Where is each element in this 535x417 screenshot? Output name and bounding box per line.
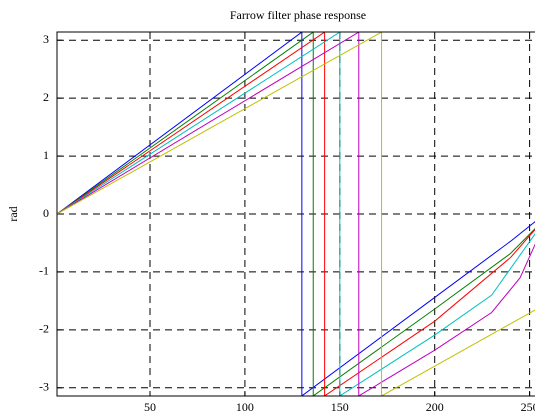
- x-tick-label: 100: [236, 400, 254, 414]
- chart-title: Farrow filter phase response: [230, 8, 366, 22]
- series-line: [57, 32, 535, 396]
- series-line: [57, 32, 535, 396]
- y-tick-label: 1: [43, 148, 49, 162]
- y-tick-label: -2: [39, 322, 49, 336]
- plot-lines: [57, 32, 535, 396]
- x-tick-label: 150: [331, 400, 349, 414]
- x-tick-label: 50: [144, 400, 156, 414]
- y-tick-label: 0: [43, 206, 49, 220]
- y-tick-label: 3: [43, 32, 49, 46]
- series-line: [57, 32, 535, 396]
- y-tick-label: -1: [39, 264, 49, 278]
- axes-box: [56, 31, 535, 397]
- y-tick-label: -3: [39, 380, 49, 394]
- x-tick-label: 250: [521, 400, 535, 414]
- x-tick-label: 200: [426, 400, 444, 414]
- series-line: [57, 32, 535, 396]
- series-line: [57, 32, 535, 396]
- y-tick-label: 2: [43, 90, 49, 104]
- series-line: [57, 32, 535, 396]
- y-axis-label: rad: [6, 206, 20, 221]
